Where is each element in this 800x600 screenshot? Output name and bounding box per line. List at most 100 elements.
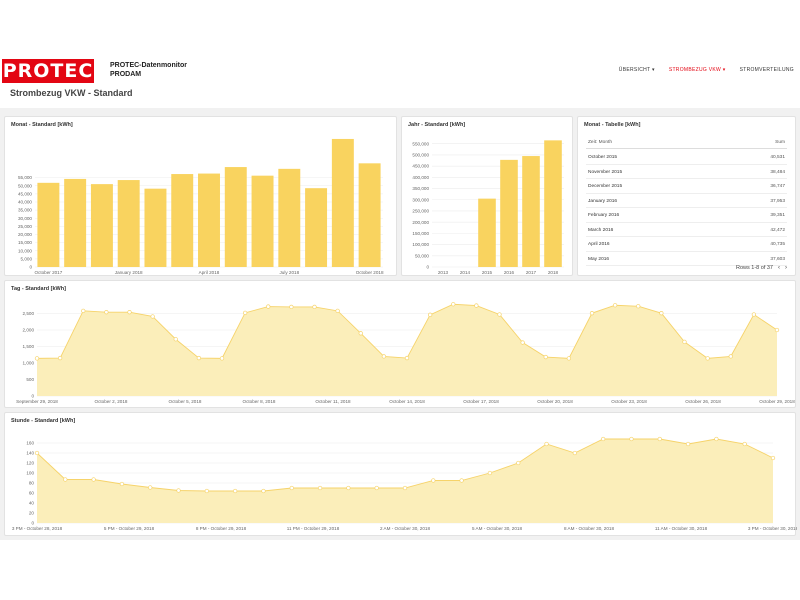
monthly-xtick-label: October 2018 — [356, 270, 384, 275]
daily-point — [34, 356, 40, 361]
nav-item-stromverteilung[interactable]: STROMVERTEILUNG — [739, 67, 794, 73]
daily-point — [173, 337, 178, 342]
yearly-ytick-label: 150,000 — [412, 231, 429, 236]
monthly-ytick-label: 15,000 — [18, 240, 32, 245]
monthly-bar-chart: 0 5,000 10,000 15,000 20,000 25,000 30,000 35,0… — [18, 138, 384, 275]
daily-ytick-label: 1,000 — [23, 361, 35, 366]
yearly-xtick-label: 2013 — [438, 270, 449, 275]
top-nav: ÜBERSICHT ▾ STROMBEZUG VKW ▾ STROMVERTEI… — [619, 67, 794, 73]
hourly-point — [34, 450, 40, 456]
nav-item-uebersicht[interactable]: ÜBERSICHT ▾ — [618, 67, 655, 73]
daily-point — [219, 356, 225, 361]
daily-point — [497, 312, 502, 317]
table-row[interactable]: November 2015 38,484 — [586, 165, 787, 179]
yearly-ytick-label: 450,000 — [412, 164, 429, 169]
yearly-bar-chart: 0 50,000 100,000 150,000 200,000 250,000 300,0… — [412, 140, 564, 275]
yearly-ytick-label: 200,000 — [412, 220, 429, 225]
hourly-point — [346, 485, 351, 491]
daily-ytick-label: 500 — [26, 377, 34, 382]
table-header: Zeit: Month Sum — [586, 137, 787, 149]
monthly-xtick-label: April 2018 — [199, 270, 220, 275]
yearly-bar — [544, 140, 562, 267]
hourly-area — [37, 439, 773, 523]
table-row[interactable]: January 2016 37,953 — [586, 194, 787, 208]
monthly-bar — [90, 184, 113, 267]
row-month: December 2015 — [588, 184, 623, 189]
monthly-ytick-label: 30,000 — [18, 216, 32, 221]
daily-point — [381, 354, 387, 359]
column-header-sum[interactable]: Sum — [775, 140, 785, 145]
hourly-area-chart: 0 20 40 60 80 100 120 140 160 3 PM - October 28, … — [12, 436, 797, 531]
row-month: February 2016 — [588, 213, 620, 218]
daily-point — [81, 308, 86, 314]
yearly-xtick-label: 2016 — [504, 270, 515, 275]
monthly-bar — [305, 188, 328, 267]
table-row[interactable]: March 2016 42,472 — [586, 223, 787, 237]
hourly-point — [601, 436, 606, 442]
app-header: PROTEC PROTEC-Datenmonitor PRODAM ÜBERSI… — [0, 55, 800, 87]
table-row[interactable]: October 2015 40,531 — [586, 150, 787, 165]
hourly-point — [176, 488, 181, 493]
hourly-point — [148, 485, 153, 490]
daily-point — [474, 303, 479, 308]
app-subtitle: PRODAM — [110, 71, 142, 78]
hourly-point — [770, 455, 776, 461]
hourly-point — [516, 460, 521, 466]
daily-point — [57, 355, 63, 361]
protec-logo[interactable]: PROTEC — [2, 59, 94, 83]
daily-point — [774, 327, 780, 333]
hourly-ytick-label: 120 — [26, 461, 34, 466]
monthly-ytick-label: 25,000 — [18, 224, 32, 229]
monthly-table-title: Monat - Tabelle [kWh] — [584, 122, 641, 128]
daily-point — [127, 310, 132, 315]
hourly-chart-title: Stunde - Standard [kWh] — [11, 418, 76, 424]
table-row[interactable]: February 2016 39,351 — [586, 208, 787, 223]
yearly-ytick-label: 400,000 — [412, 175, 429, 180]
monthly-bar — [331, 138, 354, 267]
monthly-ytick-label: 10,000 — [18, 248, 32, 253]
hourly-point — [572, 450, 577, 456]
monthly-bar — [224, 167, 247, 267]
row-sum: 38,484 — [770, 169, 785, 175]
daily-area — [37, 304, 777, 396]
hourly-point — [402, 485, 408, 491]
table-row[interactable]: December 2015 36,747 — [586, 179, 787, 194]
daily-point — [335, 308, 340, 314]
table-row[interactable]: April 2016 40,735 — [586, 237, 787, 252]
hourly-point — [233, 488, 238, 494]
daily-point — [150, 314, 155, 319]
yearly-chart-panel: Jahr - Standard [kWh] 0 50,000 100,000 150,… — [401, 116, 573, 276]
daily-point — [358, 331, 363, 336]
hourly-point — [317, 485, 323, 491]
hourly-ytick-label: 60 — [29, 491, 35, 496]
daily-point — [612, 303, 618, 308]
hourly-point — [487, 470, 493, 476]
pager-prev-icon[interactable]: ‹ — [778, 265, 780, 271]
row-month: April 2016 — [588, 242, 610, 247]
monthly-chart-title: Monat - Standard [kWh] — [11, 122, 73, 128]
row-sum: 37,953 — [770, 198, 785, 204]
pager-next-icon[interactable]: › — [785, 265, 787, 271]
monthly-table-panel: Monat - Tabelle [kWh] Zeit: Month Sum Oc… — [577, 116, 796, 276]
daily-point — [312, 304, 317, 310]
hourly-ytick-label: 80 — [29, 481, 35, 486]
hourly-xtick-label: 8 AM - October 30, 2018 — [564, 526, 614, 531]
monthly-bar — [144, 188, 167, 267]
hourly-point — [544, 441, 549, 447]
monthly-bar — [198, 173, 220, 267]
nav-item-strombezug-vkw[interactable]: STROMBEZUG VKW ▾ — [668, 67, 726, 73]
monthly-bar — [117, 180, 140, 267]
column-header-month[interactable]: Zeit: Month — [588, 140, 612, 145]
app-title: PROTEC-Datenmonitor — [110, 62, 187, 69]
monthly-ytick-label: 5,000 — [21, 256, 33, 261]
daily-ytick-label: 1,500 — [23, 344, 35, 349]
monthly-bar — [171, 174, 194, 267]
monthly-bar — [64, 178, 87, 267]
hourly-xtick-label: 8 PM - October 29, 2018 — [196, 526, 247, 531]
daily-chart-title: Tag - Standard [kWh] — [11, 286, 66, 292]
monthly-bar — [251, 175, 274, 267]
daily-point — [289, 304, 294, 310]
daily-point — [196, 355, 202, 361]
monthly-ytick-label: 20,000 — [18, 232, 32, 237]
table-row[interactable]: May 2016 37,603 — [586, 252, 787, 266]
